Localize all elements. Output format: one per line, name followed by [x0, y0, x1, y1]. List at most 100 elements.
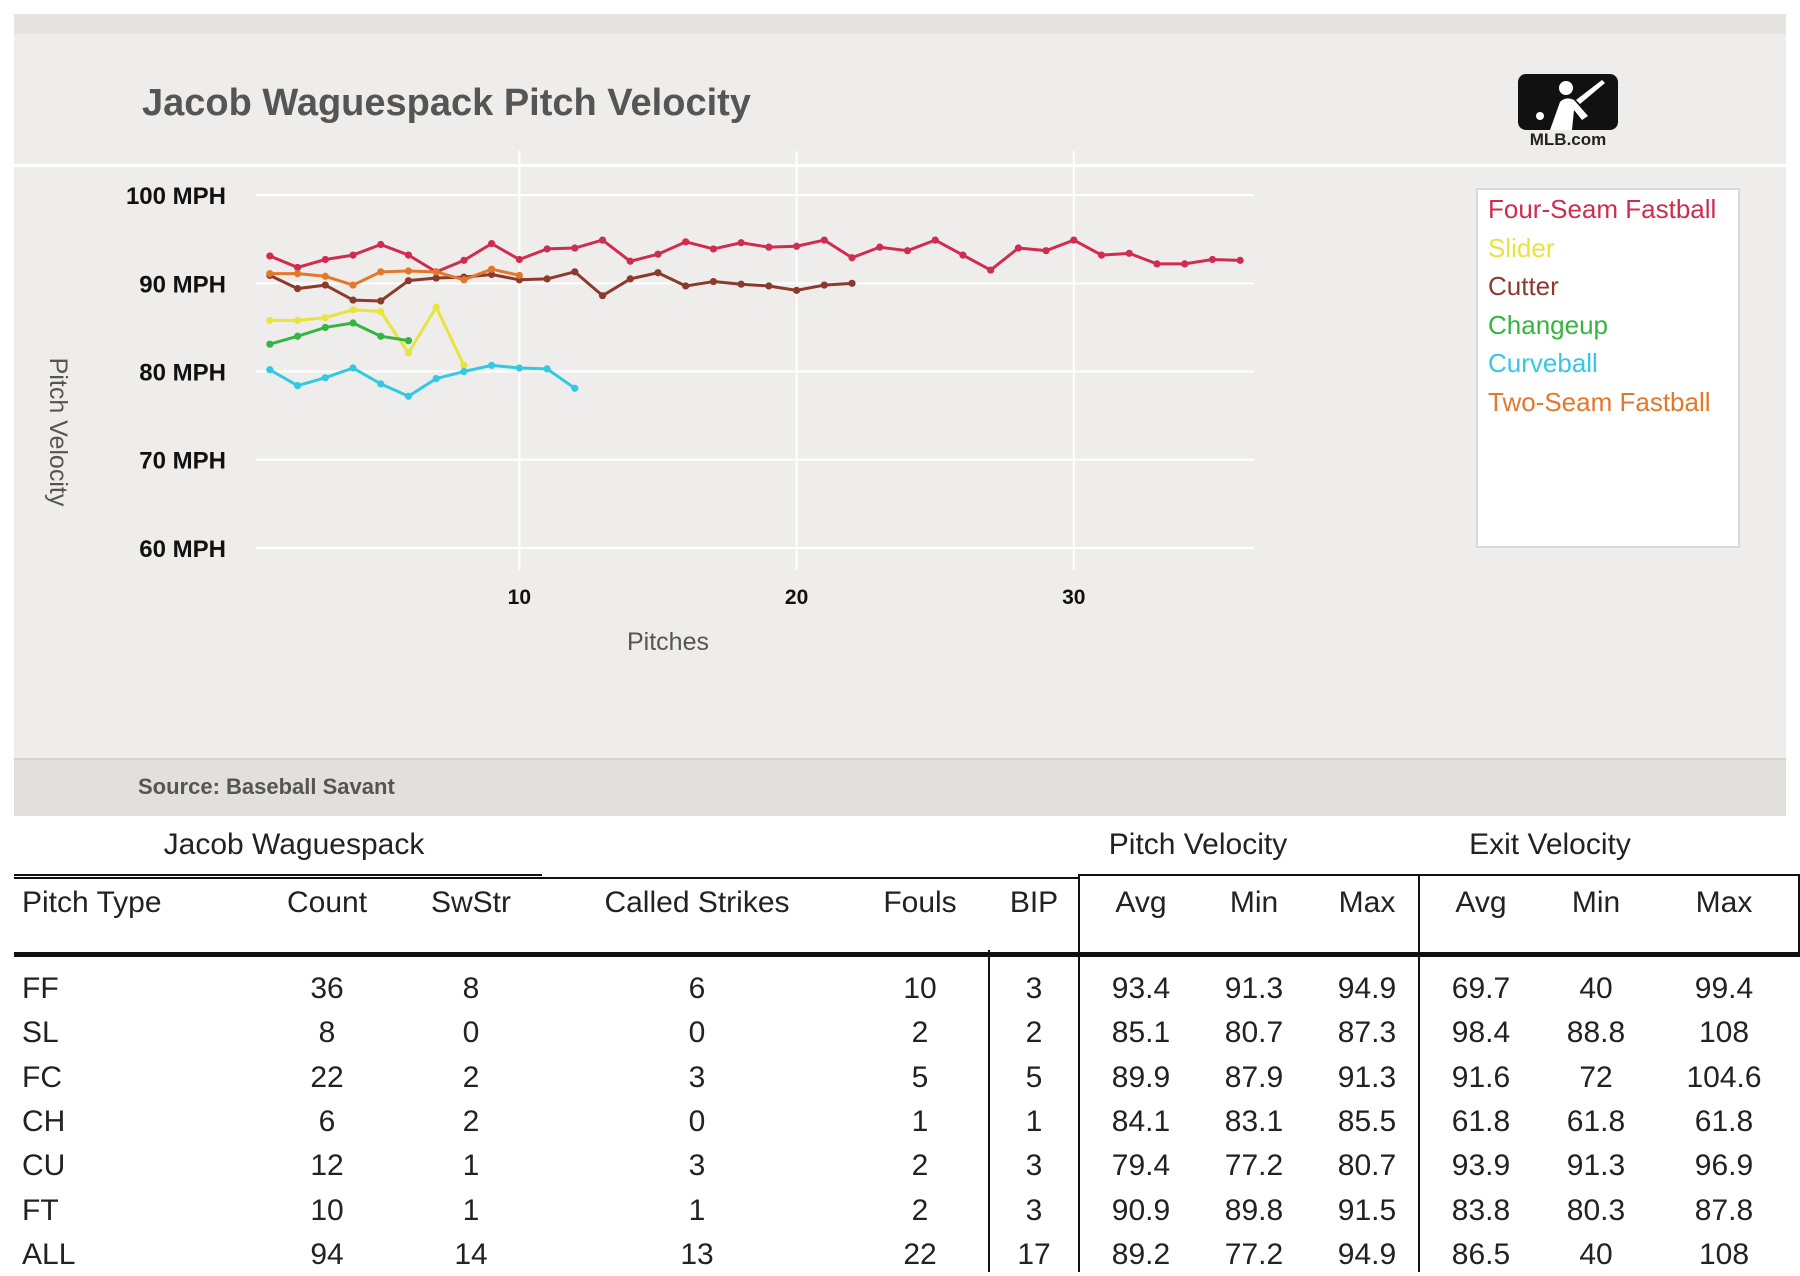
data-point-two-seam-fastball: [515, 271, 523, 279]
table-cell: 2: [911, 1193, 929, 1227]
data-point-slider: [404, 349, 413, 357]
data-point-four-seam-fastball: [266, 252, 274, 260]
table-cell: 1: [462, 1193, 480, 1227]
table-cell: 94.9: [1337, 1237, 1397, 1271]
chart-panel: Jacob Waguespack Pitch Velocity MLB.com …: [14, 14, 1786, 816]
group-header-exit-velocity: Exit Velocity: [1469, 828, 1631, 861]
data-point-cutter: [820, 281, 828, 289]
data-point-four-seam-fastball: [820, 236, 828, 244]
column-header: Called Strikes: [604, 886, 790, 919]
table-cell: FF: [22, 972, 59, 1005]
table-cell: 104.6: [1686, 1060, 1762, 1094]
column-header: Pitch Type: [22, 886, 162, 919]
data-point-four-seam-fastball: [959, 251, 967, 259]
column-header: Min: [1229, 886, 1279, 919]
data-point-curveball: [266, 366, 274, 374]
mlb-logo[interactable]: MLB.com: [1516, 72, 1620, 150]
column-header: Avg: [1115, 886, 1167, 919]
data-point-two-seam-fastball: [266, 270, 274, 278]
y-tick-label: 80 MPH: [139, 360, 226, 387]
data-point-four-seam-fastball: [349, 251, 357, 259]
data-point-four-seam-fastball: [1125, 249, 1133, 257]
velocity-chart: 60 MPH 70 MPH 80 MPH 90 MPH 100 MPH 10 20 30 Pit…: [44, 151, 1254, 656]
legend-item-slider[interactable]: Slider: [1488, 232, 1555, 263]
data-point-curveball: [515, 364, 523, 372]
table-cell: 2: [911, 1016, 929, 1050]
table-cell: 3: [1025, 1193, 1043, 1227]
data-point-changeup: [321, 323, 329, 332]
column-header: Avg: [1455, 886, 1507, 919]
column-header: Min: [1571, 886, 1621, 919]
chart-title: Jacob Waguespack Pitch Velocity: [142, 82, 751, 124]
table-cell: 2: [1025, 1016, 1043, 1050]
legend-item-curveball[interactable]: Curveball: [1488, 348, 1598, 378]
data-point-two-seam-fastball: [404, 267, 413, 275]
table-cell: 96.9: [1694, 1149, 1754, 1183]
data-point-cutter: [792, 286, 801, 294]
y-tick-label: 100 MPH: [126, 183, 226, 210]
data-point-four-seam-fastball: [488, 240, 496, 248]
table-cell: 85.1: [1111, 1016, 1171, 1050]
table-cell: 108: [1698, 1237, 1750, 1271]
table-cell: CU: [22, 1149, 66, 1183]
legend-item-four-seam-fastball[interactable]: Four-Seam Fastball: [1488, 194, 1717, 224]
table-cell: 3: [1025, 1149, 1043, 1183]
x-tick-label: 10: [508, 586, 531, 609]
data-point-four-seam-fastball: [876, 243, 884, 251]
table-cell: 80.3: [1566, 1193, 1626, 1227]
data-point-four-seam-fastball: [792, 242, 801, 250]
data-point-changeup: [349, 319, 357, 327]
table-cell: 83.1: [1224, 1104, 1284, 1138]
series-line-curveball: [269, 363, 576, 398]
data-point-changeup: [266, 340, 274, 348]
table-cell: 99.4: [1694, 972, 1754, 1005]
data-point-curveball: [321, 374, 329, 382]
column-divider-exit-velocity: [1418, 874, 1420, 1272]
y-axis-title: Pitch Velocity: [44, 358, 72, 507]
table-cell: 79.4: [1111, 1149, 1171, 1183]
legend-item-two-seam-fastball[interactable]: Two-Seam Fastball: [1488, 386, 1711, 417]
data-point-four-seam-fastball: [515, 255, 523, 264]
x-tick-label: 20: [785, 586, 808, 609]
column-header: SwStr: [430, 886, 511, 919]
table-cell: 1: [688, 1193, 706, 1227]
data-point-two-seam-fastball: [488, 265, 496, 273]
table-cell: 90.9: [1111, 1193, 1171, 1227]
data-point-slider: [349, 306, 357, 314]
y-tick-label: 60 MPH: [139, 536, 226, 563]
header-top-line-right: [1080, 874, 1800, 876]
source-text: Source: Baseball Savant: [138, 774, 395, 799]
data-point-cutter: [321, 281, 329, 289]
table-cell: 91.3: [1337, 1060, 1397, 1094]
table-cell: 12: [310, 1149, 344, 1183]
table-cell: 0: [688, 1016, 706, 1050]
table-cell: 8: [462, 972, 480, 1005]
column-header: Count: [286, 886, 368, 919]
table-cell: 2: [462, 1104, 480, 1138]
data-point-slider: [266, 316, 274, 324]
table-cell: 91.3: [1224, 972, 1284, 1005]
data-point-cutter: [626, 275, 634, 283]
table-cell: 85.5: [1337, 1104, 1397, 1138]
table-cell: 89.9: [1111, 1060, 1171, 1094]
data-point-slider: [293, 316, 302, 324]
table-cell: 14: [454, 1237, 488, 1271]
legend-item-cutter[interactable]: Cutter: [1488, 271, 1559, 301]
data-point-four-seam-fastball: [1181, 260, 1189, 268]
series-line-cutter: [269, 270, 853, 303]
data-point-cutter: [488, 270, 496, 279]
table-cell: 6: [318, 1104, 336, 1138]
table-cell: 83.8: [1451, 1193, 1511, 1227]
data-point-cutter: [654, 269, 662, 277]
data-point-four-seam-fastball: [903, 247, 912, 255]
group-header-pitch-velocity: Pitch Velocity: [1108, 828, 1288, 861]
table-cell: 61.8: [1451, 1104, 1511, 1138]
data-point-changeup: [404, 337, 413, 345]
data-point-four-seam-fastball: [765, 243, 773, 251]
table-cell: 3: [688, 1149, 706, 1183]
data-point-two-seam-fastball: [432, 268, 440, 276]
legend-item-changeup[interactable]: Changeup: [1488, 309, 1608, 340]
data-point-four-seam-fastball: [626, 257, 634, 265]
table-cell: 94.9: [1337, 972, 1397, 1005]
data-point-four-seam-fastball: [404, 251, 413, 259]
